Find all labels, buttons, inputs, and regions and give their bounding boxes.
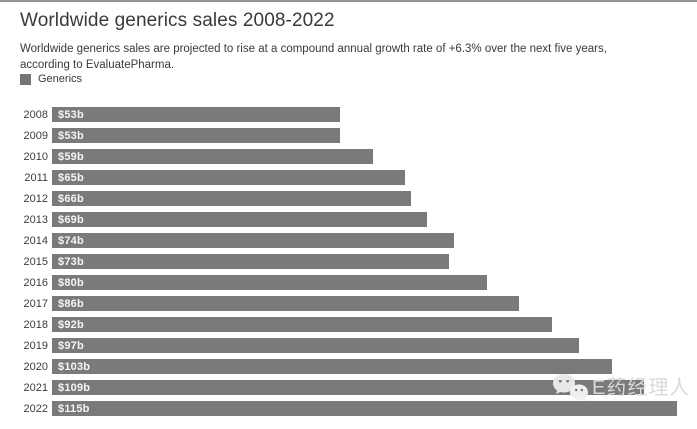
chart-subtitle: Worldwide generics sales are projected t… bbox=[20, 43, 607, 71]
year-label: 2009 bbox=[23, 129, 48, 142]
chart-row: 2014 $74b bbox=[0, 233, 697, 248]
bar: $53b bbox=[52, 128, 340, 143]
bar: $103b bbox=[52, 359, 612, 374]
chart-row: 2012 $66b bbox=[0, 191, 697, 206]
year-label: 2010 bbox=[23, 150, 48, 163]
bar: $109b bbox=[52, 380, 645, 395]
chart-page: Worldwide generics sales 2008-2022 World… bbox=[0, 0, 697, 416]
bar: $80b bbox=[52, 275, 487, 290]
bar-area: $103b bbox=[52, 359, 697, 374]
year-label: 2019 bbox=[23, 339, 48, 352]
bar-area: $73b bbox=[52, 254, 697, 269]
bar: $86b bbox=[52, 296, 520, 311]
year-label: 2021 bbox=[23, 381, 48, 394]
bar-area: $69b bbox=[52, 212, 697, 227]
bar: $74b bbox=[52, 233, 455, 248]
bar: $59b bbox=[52, 149, 373, 164]
year-label: 2012 bbox=[23, 192, 48, 205]
wechat-logo-icon bbox=[553, 374, 588, 401]
chart-row: 2017 $86b bbox=[0, 296, 697, 311]
chart-title: Worldwide generics sales 2008-2022 bbox=[20, 10, 335, 31]
chart-row: 2018 $92b bbox=[0, 317, 697, 332]
chart-row: 2022 $115b bbox=[0, 401, 697, 416]
chart-row: 2008 $53b bbox=[0, 107, 697, 122]
chart-row: 2020 $103b bbox=[0, 359, 697, 374]
chart-row: 2011 $65b bbox=[0, 170, 697, 185]
bar-value-label: $73b bbox=[58, 255, 84, 268]
bar-value-label: $74b bbox=[58, 234, 84, 247]
bar-value-label: $115b bbox=[58, 402, 90, 415]
bar-value-label: $97b bbox=[58, 339, 84, 352]
chart-row: 2015 $73b bbox=[0, 254, 697, 269]
bar-area: $97b bbox=[52, 338, 697, 353]
year-label: 2014 bbox=[23, 234, 48, 247]
legend-swatch-generics bbox=[20, 73, 31, 85]
chart-row: 2016 $80b bbox=[0, 275, 697, 290]
bar-value-label: $66b bbox=[58, 192, 84, 205]
chart-row: 2019 $97b bbox=[0, 338, 697, 353]
chart-row: 2013 $69b bbox=[0, 212, 697, 227]
year-label: 2013 bbox=[23, 213, 48, 226]
bar: $97b bbox=[52, 338, 580, 353]
bar-value-label: $69b bbox=[58, 213, 84, 226]
chart-row: 2010 $59b bbox=[0, 149, 697, 164]
year-label: 2018 bbox=[23, 318, 48, 331]
bar-area: $80b bbox=[52, 275, 697, 290]
bar-value-label: $65b bbox=[58, 171, 84, 184]
chart-legend: Generics bbox=[20, 73, 82, 85]
bar: $115b bbox=[52, 401, 677, 416]
year-label: 2016 bbox=[23, 276, 48, 289]
year-label: 2008 bbox=[23, 108, 48, 121]
bar-value-label: $109b bbox=[58, 381, 91, 394]
bar: $73b bbox=[52, 254, 449, 269]
year-label: 2015 bbox=[23, 255, 48, 268]
bar-area: $86b bbox=[52, 296, 697, 311]
bar-area: $74b bbox=[52, 233, 697, 248]
bar-area: $59b bbox=[52, 149, 697, 164]
watermark-text: E药经理人 bbox=[592, 377, 691, 399]
bar-value-label: $86b bbox=[58, 297, 84, 310]
bar-chart: 2008 $53b 2009 $53b 2010 $59b bbox=[0, 107, 697, 422]
bar-value-label: $53b bbox=[58, 108, 84, 121]
legend-label-generics: Generics bbox=[38, 73, 83, 85]
bar-value-label: $53b bbox=[58, 129, 84, 142]
bar-value-label: $92b bbox=[58, 318, 84, 331]
chart-row: 2021 $109b bbox=[0, 380, 697, 395]
bar-area: $65b bbox=[52, 170, 697, 185]
bar-area: $53b bbox=[52, 107, 697, 122]
bar-area: $66b bbox=[52, 191, 697, 206]
top-divider bbox=[0, 0, 697, 2]
bar: $53b bbox=[52, 107, 340, 122]
bar-value-label: $103b bbox=[58, 360, 91, 373]
bar-area: $109b bbox=[52, 380, 697, 395]
year-label: 2011 bbox=[24, 171, 48, 184]
bar: $65b bbox=[52, 170, 406, 185]
bar-area: $115b bbox=[52, 401, 697, 416]
bar-value-label: $80b bbox=[58, 276, 84, 289]
bar-area: $92b bbox=[52, 317, 697, 332]
bar: $66b bbox=[52, 191, 411, 206]
year-label: 2020 bbox=[23, 360, 48, 373]
watermark: E药经理人 bbox=[552, 373, 690, 403]
year-label: 2017 bbox=[23, 297, 48, 310]
bar: $92b bbox=[52, 317, 552, 332]
chart-row: 2009 $53b bbox=[0, 128, 697, 143]
bar: $69b bbox=[52, 212, 427, 227]
bar-area: $53b bbox=[52, 128, 697, 143]
bar-value-label: $59b bbox=[58, 150, 84, 163]
year-label: 2022 bbox=[23, 402, 48, 415]
